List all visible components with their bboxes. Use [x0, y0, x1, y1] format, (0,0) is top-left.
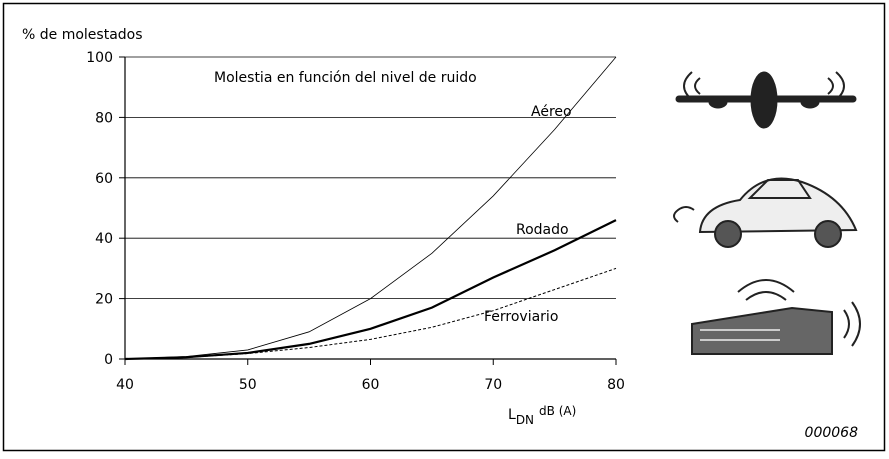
- x-tick-label: 80: [607, 377, 625, 393]
- y-tick-label: 100: [86, 50, 113, 66]
- figure-id: 000068: [805, 425, 859, 441]
- y-tick-label: 0: [104, 352, 113, 368]
- car-icon: [673, 177, 858, 248]
- x-tick-label: 70: [484, 377, 502, 393]
- series-label: Ferroviario: [484, 309, 558, 325]
- y-tick-label: 60: [95, 171, 113, 187]
- y-tick-label: 40: [95, 231, 113, 247]
- y-tick-label: 20: [95, 292, 113, 308]
- x-tick-label: 50: [239, 377, 257, 393]
- y-tick-label: 80: [95, 110, 113, 126]
- x-tick-label: 60: [362, 377, 380, 393]
- x-label-unit: dB (A): [539, 404, 576, 418]
- x-label-main: L: [508, 407, 516, 423]
- x-axis-label: LDN dB (A): [508, 404, 576, 427]
- train-icon: [691, 279, 861, 355]
- series-line: [124, 267, 617, 360]
- series-label: Rodado: [516, 222, 569, 238]
- series-line: [124, 56, 617, 360]
- y-axis-label: % de molestados: [22, 27, 143, 43]
- x-label-sub: DN: [516, 413, 534, 427]
- x-tick-label: 40: [116, 377, 134, 393]
- annotation: Molestia en función del nivel de ruido: [214, 70, 477, 86]
- plane-icon: [675, 71, 857, 129]
- series-label: Aéreo: [531, 104, 572, 120]
